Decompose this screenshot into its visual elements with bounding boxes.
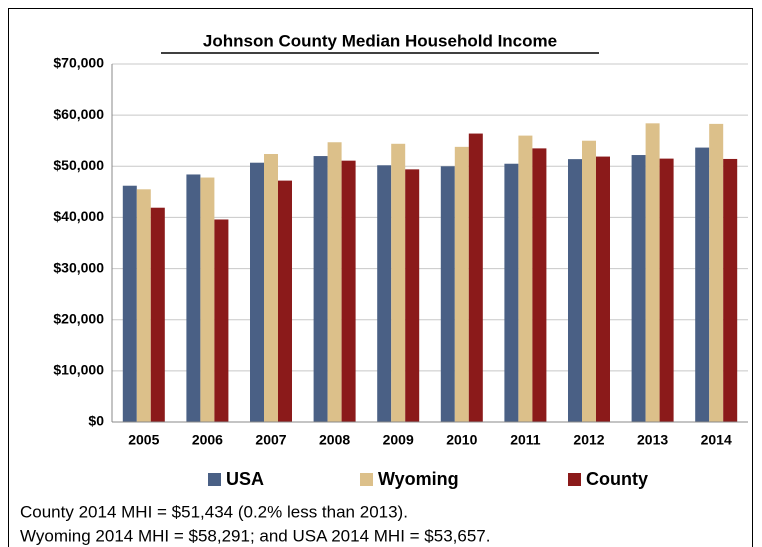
- y-tick-label: $20,000: [53, 310, 104, 326]
- bar: [596, 156, 610, 422]
- bar: [532, 148, 547, 422]
- bar: [264, 154, 278, 423]
- legend-swatch: [568, 473, 581, 486]
- bar: [568, 159, 582, 422]
- bar: [582, 140, 596, 422]
- x-tick-label: 2014: [701, 432, 732, 448]
- x-tick-label: 2010: [446, 432, 477, 448]
- bar: [504, 163, 519, 422]
- legend-label: County: [586, 469, 648, 489]
- y-tick-label: $50,000: [53, 157, 104, 173]
- y-tick-label: $30,000: [53, 259, 104, 275]
- bar: [391, 143, 406, 423]
- x-tick-label: 2005: [128, 432, 159, 448]
- bar: [122, 185, 137, 422]
- x-tick-label: 2009: [383, 432, 414, 448]
- bar: [377, 165, 392, 422]
- y-tick-label: $0: [88, 413, 104, 429]
- x-tick-label: 2012: [573, 432, 604, 448]
- bar: [659, 158, 674, 422]
- bar: [645, 123, 660, 422]
- bar: [278, 180, 292, 422]
- bar: [250, 162, 264, 422]
- bar: [150, 207, 165, 422]
- chart-title: Johnson County Median Household Income: [203, 31, 557, 50]
- bar: [468, 133, 483, 422]
- chart-border: [8, 8, 753, 547]
- bar: [723, 158, 738, 422]
- bar: [186, 174, 201, 422]
- bar: [440, 166, 455, 422]
- bar: [136, 189, 151, 422]
- legend-swatch: [208, 473, 221, 486]
- bar: [341, 160, 356, 422]
- legend-label: USA: [226, 469, 264, 489]
- bar: [709, 123, 724, 422]
- bar: [313, 156, 328, 423]
- y-tick-label: $10,000: [53, 362, 104, 378]
- y-tick-label: $40,000: [53, 208, 104, 224]
- bar: [200, 177, 215, 422]
- bar: [518, 135, 533, 422]
- x-tick-label: 2008: [319, 432, 350, 448]
- y-tick-label: $60,000: [53, 106, 104, 122]
- bar: [454, 146, 469, 422]
- x-tick-label: 2011: [510, 432, 541, 448]
- x-tick-label: 2013: [637, 432, 668, 448]
- bar: [695, 147, 710, 423]
- bar: [214, 219, 229, 422]
- legend-swatch: [360, 473, 373, 486]
- legend-label: Wyoming: [378, 469, 459, 489]
- y-tick-label: $70,000: [53, 55, 104, 71]
- bar: [631, 155, 646, 422]
- bar: [327, 142, 342, 422]
- note: Wyoming 2014 MHI = $58,291; and USA 2014…: [20, 526, 490, 545]
- note: County 2014 MHI = $51,434 (0.2% less tha…: [20, 502, 408, 521]
- x-tick-label: 2007: [255, 432, 286, 448]
- bar: [405, 169, 420, 422]
- x-tick-label: 2006: [192, 432, 223, 448]
